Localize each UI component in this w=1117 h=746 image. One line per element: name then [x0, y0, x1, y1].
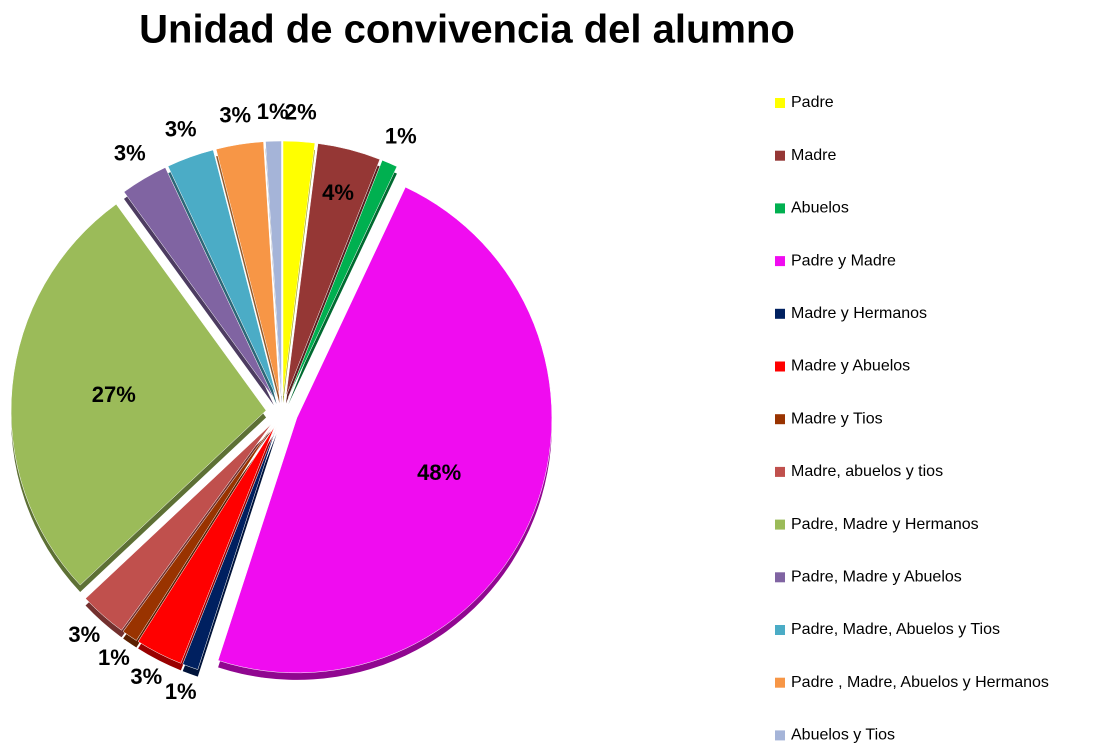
data-label: 3% [165, 116, 197, 141]
legend-label: Abuelos y Tios [791, 727, 895, 744]
legend-label: Madre [791, 147, 836, 164]
slice [85, 423, 272, 631]
data-label: 1% [385, 123, 417, 148]
slice [288, 159, 398, 398]
slice [285, 143, 381, 397]
data-label: 3% [130, 664, 162, 689]
legend-label: Padre y Madre [791, 252, 896, 269]
legend-swatch [775, 730, 785, 741]
legend-swatch [775, 519, 785, 530]
legend-swatch [775, 572, 785, 583]
chart-title: Unidad de convivencia del alumno [139, 8, 795, 52]
slice [137, 426, 275, 664]
slice [215, 141, 280, 397]
legend-swatch [775, 308, 785, 319]
legend-label: Madre y Abuelos [791, 358, 910, 375]
legend-label: Madre y Tios [791, 410, 883, 427]
slice [10, 203, 267, 586]
legend-swatch [775, 361, 785, 372]
legend-swatch [775, 677, 785, 688]
slice [282, 140, 316, 397]
legend-swatch [775, 203, 785, 214]
legend-label: Padre [791, 94, 834, 111]
legend-swatch [775, 625, 785, 635]
data-label: 1% [257, 99, 289, 124]
data-label: 3% [114, 140, 146, 165]
slice [182, 426, 277, 670]
legend-label: Madre, abuelos y tios [791, 463, 943, 480]
slice [167, 149, 277, 398]
slice [122, 425, 274, 641]
legend-label: Abuelos [791, 200, 849, 217]
data-label: 27% [92, 382, 136, 407]
legend-label: Padre, Madre, Abuelos y Tios [791, 621, 1000, 638]
data-label: 3% [68, 622, 100, 647]
data-label: 1% [165, 679, 197, 704]
legend-swatch [775, 98, 785, 108]
legend-swatch [775, 466, 785, 477]
data-label: 3% [219, 102, 251, 127]
legend-swatch [775, 150, 785, 161]
legend-label: Padre, Madre y Hermanos [791, 516, 979, 533]
data-label: 1% [98, 645, 130, 670]
data-label: 48% [417, 460, 461, 485]
slice [217, 186, 553, 674]
data-label: 2% [285, 99, 317, 124]
slice [123, 167, 275, 399]
data-label: 4% [322, 180, 354, 205]
slice [265, 140, 282, 397]
legend-label: Padre , Madre, Abuelos y Hermanos [791, 674, 1049, 691]
legend-label: Padre, Madre y Abuelos [791, 569, 962, 586]
legend-swatch [775, 414, 785, 425]
slice-side [288, 167, 397, 405]
legend-swatch [775, 256, 785, 267]
legend-label: Madre y Hermanos [791, 305, 927, 322]
